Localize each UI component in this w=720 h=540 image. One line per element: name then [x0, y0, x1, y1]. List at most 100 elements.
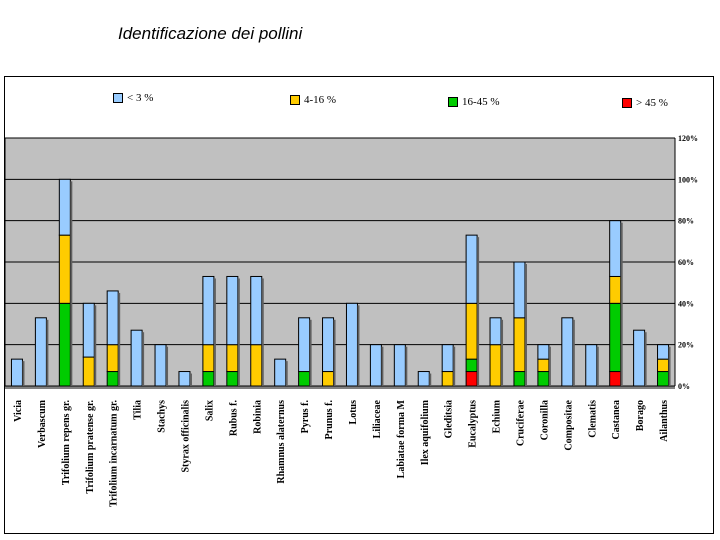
x-tick-label: Lotus — [348, 400, 359, 425]
legend-label: < 3 % — [127, 92, 154, 104]
bar-side — [501, 319, 504, 386]
y-tick-label: 40% — [678, 299, 694, 308]
bar-segment — [106, 344, 119, 373]
bar-side — [548, 346, 551, 386]
legend-item-gt45: > 45 % — [622, 97, 668, 109]
bar-side — [22, 361, 25, 386]
y-tick-label: 20% — [678, 341, 694, 350]
x-tick-label: Verbascum — [37, 399, 48, 448]
bar-side — [572, 319, 575, 386]
x-tick-label: Liliaceae — [372, 399, 383, 438]
bar-segment — [489, 317, 502, 346]
bar-segment — [537, 371, 550, 387]
x-tick-label: Pyrus f. — [300, 400, 311, 434]
legend-swatch-icon — [622, 98, 632, 108]
bar-side — [46, 319, 49, 386]
bar-segment — [298, 371, 311, 387]
bar-segment — [274, 358, 287, 387]
bar-segment — [657, 358, 670, 373]
x-tick-label: Labiatae forma M — [396, 399, 407, 478]
x-tick-label: Robinia — [252, 400, 263, 434]
bar-segment — [441, 344, 454, 373]
bar-segment — [465, 302, 478, 360]
legend-swatch-icon — [113, 93, 123, 103]
bar-side — [261, 278, 264, 386]
x-tick-label: Prunus f. — [324, 400, 335, 440]
x-tick-label: Borago — [635, 400, 646, 431]
bar-segment — [130, 329, 143, 387]
bar-segment — [513, 317, 526, 373]
bar-segment — [82, 302, 95, 358]
y-tick-label: 60% — [678, 258, 694, 267]
bar-segment — [609, 371, 622, 387]
bar-side — [620, 222, 623, 386]
bar-segment — [585, 344, 598, 387]
x-tick-label: Salix — [204, 400, 215, 421]
bar-segment — [393, 344, 406, 387]
bar-side — [477, 237, 480, 386]
bar-segment — [250, 275, 263, 346]
x-tick-label: Rhamnus alaternus — [276, 400, 287, 484]
bar-segment — [609, 220, 622, 277]
bar-segment — [250, 344, 263, 387]
bar-segment — [226, 344, 239, 373]
legend-label: > 45 % — [636, 97, 668, 109]
bar-segment — [82, 356, 95, 387]
x-tick-label: Trifolium repens gr. — [61, 400, 72, 486]
legend-label: 4-16 % — [304, 94, 337, 106]
bar-side — [94, 305, 97, 386]
bar-segment — [106, 371, 119, 387]
x-tick-label: Vicia — [13, 400, 24, 422]
bar-segment — [441, 371, 454, 387]
x-tick-label: Cruciferae — [515, 399, 526, 446]
legend-item-lt3: < 3 % — [113, 92, 153, 104]
bar-side — [309, 319, 312, 386]
bar-segment — [537, 358, 550, 373]
bar-segment — [657, 371, 670, 387]
bar-segment — [465, 358, 478, 373]
bar-segment — [369, 344, 382, 387]
plot-floor — [5, 386, 675, 389]
bar-segment — [322, 317, 335, 373]
bar-segment — [202, 344, 215, 373]
bar-segment — [58, 178, 71, 236]
legend-item-16-45: 16-45 % — [448, 96, 500, 108]
bar-side — [189, 373, 192, 386]
legend-item-4-16: 4-16 % — [290, 94, 336, 106]
bar-segment — [465, 371, 478, 387]
bar-side — [405, 346, 408, 386]
bar-side — [668, 346, 671, 386]
bar-segment — [202, 371, 215, 387]
x-tick-label: Ilex aquifolium — [420, 399, 431, 465]
x-tick-label: Coronilla — [539, 400, 550, 440]
bar-segment — [609, 275, 622, 304]
bar-side — [357, 305, 360, 386]
bar-segment — [633, 329, 646, 387]
bar-segment — [298, 317, 311, 373]
x-tick-label: Echium — [492, 399, 503, 433]
x-tick-label: Trifolium pratense gr. — [85, 400, 96, 494]
bar-side — [596, 346, 599, 386]
bar-side — [166, 346, 169, 386]
bar-side — [213, 278, 216, 386]
x-tick-label: Clematis — [587, 400, 598, 438]
bar-segment — [417, 371, 430, 387]
x-tick-label: Compositae — [563, 399, 574, 450]
bar-side — [118, 292, 121, 386]
bar-side — [237, 278, 240, 386]
bar-segment — [34, 317, 47, 387]
bar-segment — [322, 371, 335, 387]
bar-side — [453, 346, 456, 386]
bar-segment — [10, 358, 23, 387]
bar-side — [70, 181, 73, 386]
bar-segment — [537, 344, 550, 360]
x-tick-label: Rubus f. — [228, 400, 239, 437]
bar-side — [429, 373, 432, 386]
x-tick-label: Eucalyptus — [468, 400, 479, 448]
bar-side — [333, 319, 336, 386]
bar-segment — [106, 290, 119, 346]
x-tick-label: Stachys — [157, 400, 168, 433]
bar-side — [644, 332, 647, 386]
bar-segment — [465, 234, 478, 304]
bar-segment — [226, 371, 239, 387]
